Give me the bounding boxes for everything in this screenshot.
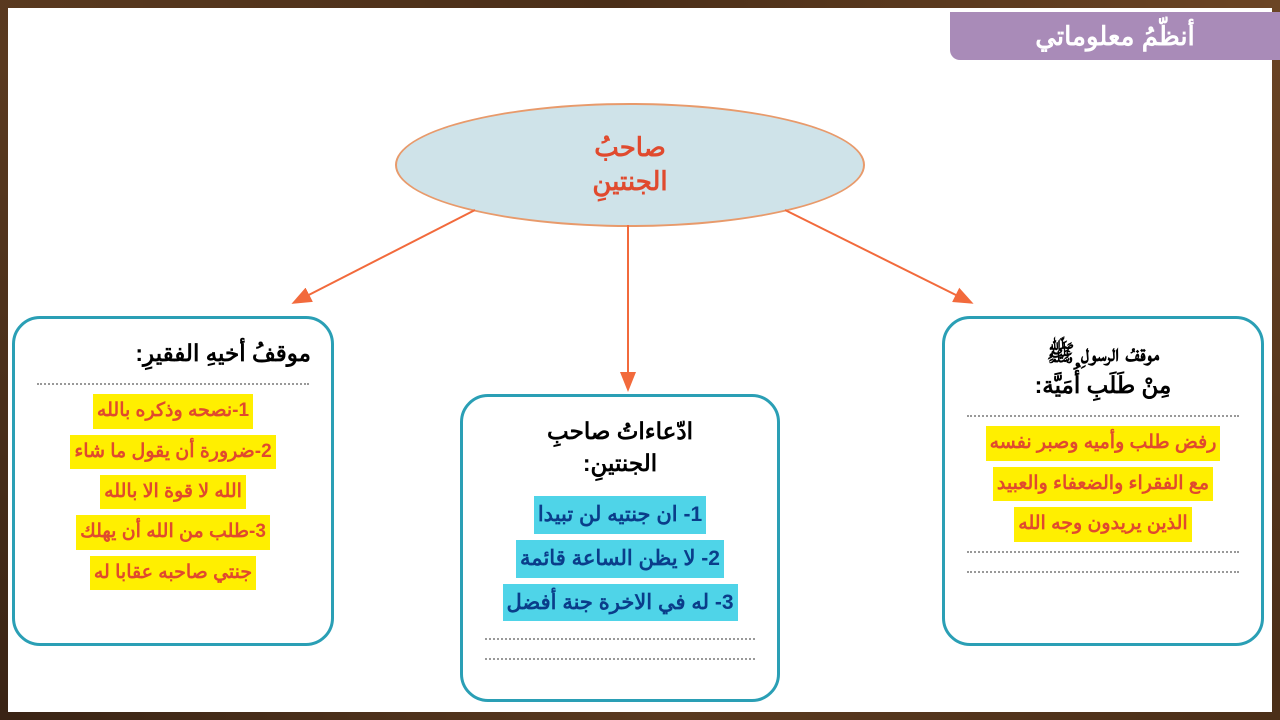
highlighted-item: الذين يريدون وجه الله [1014, 507, 1191, 541]
box-right-items: رفض طلب وأميه وصبر نفسه مع الفقراء والضعف… [959, 423, 1247, 544]
highlighted-item: 3-طلب من الله أن يهلك [76, 515, 270, 549]
root-node: صاحبُ الجنتينِ [395, 103, 865, 227]
highlighted-item: رفض طلب وأميه وصبر نفسه [986, 426, 1221, 460]
header-tab: أنظّمُ معلوماتي [950, 12, 1280, 60]
highlighted-item: مع الفقراء والضعفاء والعبيد [993, 467, 1213, 501]
highlighted-item: 2-ضرورة أن يقول ما شاء [70, 435, 275, 469]
box-middle-items: 1- ان جنتيه لن تبيدا 2- لا يظن الساعة قائ… [477, 493, 763, 624]
root-line2: الجنتينِ [592, 165, 667, 199]
highlighted-item: 1-نصحه وذكره بالله [93, 394, 253, 428]
header-label: أنظّمُ معلوماتي [1035, 21, 1195, 52]
box-left-items: 1-نصحه وذكره بالله 2-ضرورة أن يقول ما شاء… [29, 391, 317, 593]
highlighted-item: 1- ان جنتيه لن تبيدا [534, 496, 706, 534]
branch-box-middle: ادّعاءاتُ صاحبِ الجنتينِ: 1- ان جنتيه لن… [460, 394, 780, 702]
dotted-divider [37, 383, 309, 385]
highlighted-item: 3- له في الاخرة جنة أفضل [503, 584, 738, 622]
dotted-divider [967, 415, 1239, 417]
highlighted-item: 2- لا يظن الساعة قائمة [516, 540, 724, 578]
highlighted-item: جنتي صاحبه عقابا له [90, 556, 256, 590]
branch-box-left: موقفُ أخيهِ الفقيرِ: 1-نصحه وذكره بالله 2… [12, 316, 334, 646]
branch-box-right: موقفُ الرسولِ ﷺ مِنْ طَلَبِ أُمَيَّة: رف… [942, 316, 1264, 646]
box-middle-title: ادّعاءاتُ صاحبِ الجنتينِ: [477, 415, 763, 479]
dotted-divider [485, 638, 755, 640]
root-line1: صاحبُ [594, 131, 666, 165]
box-right-title: موقفُ الرسولِ ﷺ مِنْ طَلَبِ أُمَيَّة: [959, 337, 1247, 401]
dotted-divider [485, 658, 755, 660]
dotted-divider [967, 571, 1239, 573]
highlighted-item: الله لا قوة الا بالله [100, 475, 246, 509]
dotted-divider [967, 551, 1239, 553]
box-left-title: موقفُ أخيهِ الفقيرِ: [29, 337, 317, 369]
